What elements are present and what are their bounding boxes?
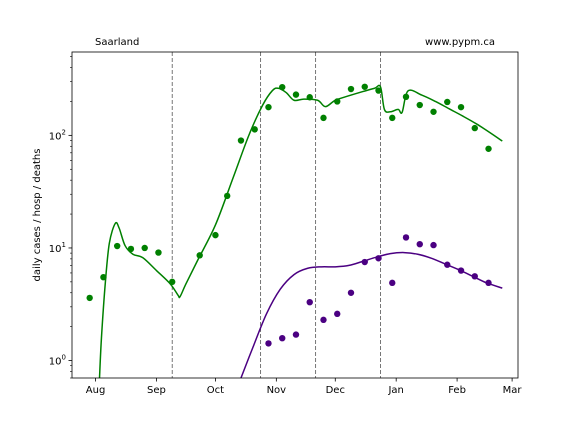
data-point — [416, 101, 423, 109]
data-point — [402, 93, 410, 101]
data-point — [251, 126, 258, 133]
axes-frame — [71, 51, 519, 379]
data-point — [155, 249, 162, 256]
x-tick-label: Aug — [86, 385, 106, 396]
data-point — [457, 267, 465, 274]
data-point — [279, 334, 286, 342]
data-point — [471, 124, 478, 132]
data-point — [113, 242, 121, 250]
x-tick-label: Feb — [448, 385, 466, 396]
model-curve — [98, 84, 503, 378]
x-tick-label: Mar — [503, 385, 523, 396]
x-tick-label: Nov — [267, 385, 287, 396]
data-point — [292, 91, 300, 98]
data-point — [430, 108, 437, 115]
data-point — [127, 245, 135, 253]
data-point — [86, 294, 93, 302]
data-point — [320, 114, 327, 122]
data-point — [320, 316, 327, 324]
y-tick-label: 101 — [49, 241, 66, 255]
y-tick-label: 102 — [49, 128, 66, 142]
data-point — [306, 298, 313, 306]
data-point — [334, 310, 341, 318]
data-point — [334, 98, 341, 105]
data-point — [196, 252, 203, 259]
x-tick-label: Jan — [387, 385, 403, 396]
plot-area — [86, 52, 503, 378]
data-point — [347, 85, 355, 93]
plot-content — [86, 52, 503, 378]
region-label: Saarland — [95, 37, 139, 48]
data-point — [389, 114, 396, 122]
y-tick-label: 100 — [49, 354, 66, 368]
data-point — [265, 103, 272, 111]
model-curve — [240, 251, 503, 378]
source-label: www.pypm.ca — [425, 37, 495, 48]
data-point — [402, 234, 410, 241]
data-point — [100, 273, 107, 281]
data-point — [471, 273, 478, 280]
data-point — [416, 240, 423, 248]
data-point — [141, 244, 148, 252]
data-point — [169, 278, 176, 286]
x-tick-label: Dec — [326, 385, 345, 396]
x-tick-label: Oct — [207, 385, 224, 396]
data-point — [347, 289, 355, 296]
data-point — [212, 231, 219, 239]
data-point — [389, 279, 396, 287]
data-point — [444, 98, 451, 106]
x-tick-label: Sep — [147, 385, 166, 396]
data-point — [361, 258, 368, 266]
axis-ticks: Aug Sep Oct Nov Dec Jan Feb Mar 100 101 102 — [49, 56, 523, 396]
data-point — [485, 145, 492, 152]
data-point — [430, 241, 437, 249]
data-point — [279, 83, 286, 91]
data-point — [485, 279, 492, 287]
data-point — [224, 192, 231, 200]
data-point — [375, 255, 382, 262]
data-point — [237, 137, 245, 144]
data-point — [265, 340, 272, 347]
data-point — [361, 83, 368, 90]
data-point — [375, 87, 382, 94]
data-point — [457, 103, 465, 111]
data-point — [292, 331, 300, 338]
data-point — [306, 94, 313, 101]
y-axis-label: daily cases / hosp / deaths — [32, 149, 43, 282]
data-point — [444, 261, 451, 268]
